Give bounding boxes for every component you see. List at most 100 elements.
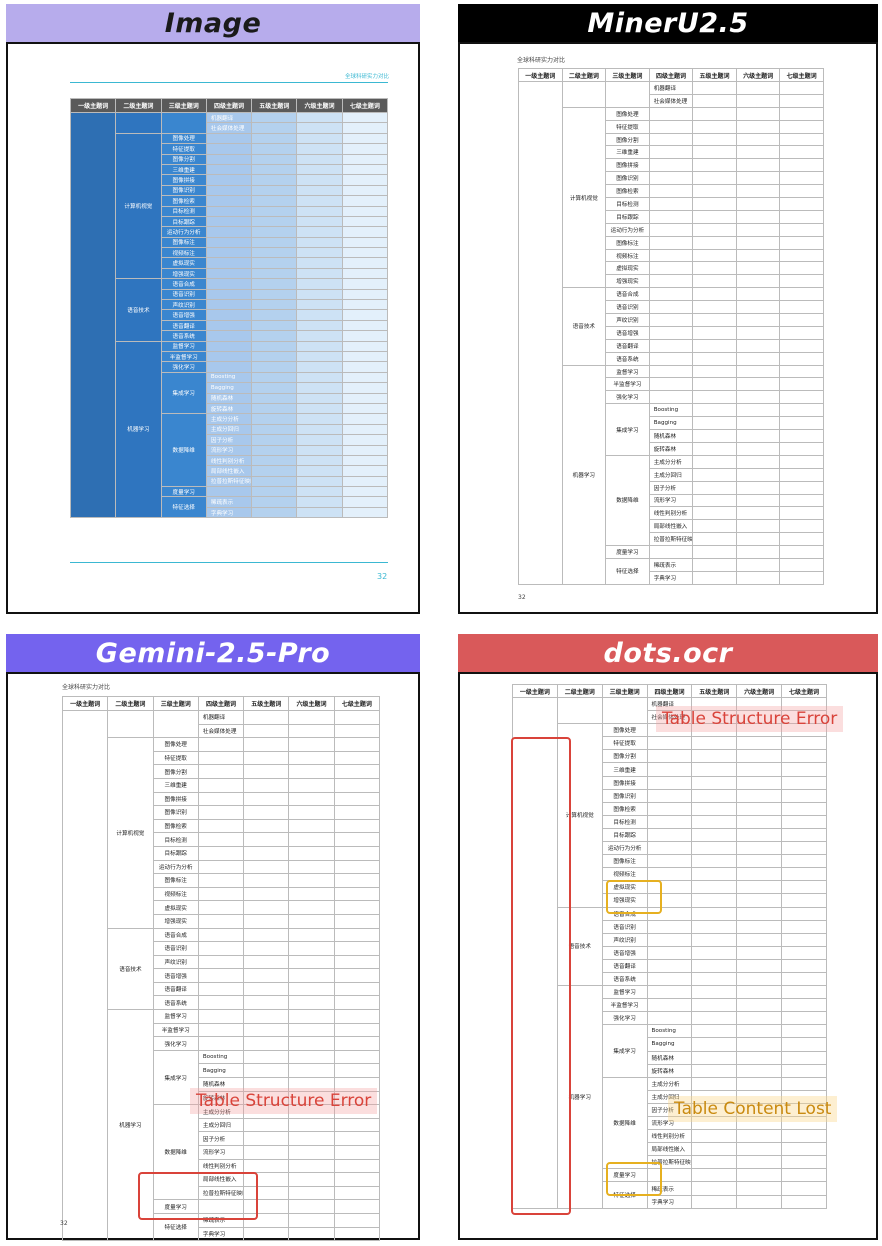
empty-cell — [779, 454, 824, 469]
empty-cell — [296, 413, 343, 425]
table-row: 主成分回归 — [63, 1117, 381, 1133]
empty-cell — [691, 749, 738, 764]
empty-cell — [251, 402, 298, 415]
empty-cell — [333, 1117, 381, 1133]
table-row: 旋转森林 — [519, 441, 824, 456]
level2-cell — [561, 81, 607, 108]
gemini-error-box — [138, 1172, 258, 1220]
level3-cell: 监督学习 — [152, 1009, 199, 1024]
empty-cell — [779, 416, 824, 431]
level4-cell — [197, 941, 245, 956]
column-header: 三级主题词 — [601, 684, 648, 698]
level3-cell: 半监督学习 — [160, 350, 207, 363]
empty-cell — [333, 941, 381, 956]
level3-cell: 半监督学习 — [601, 998, 648, 1013]
table-row: 特征提取 — [71, 143, 389, 155]
empty-cell — [341, 195, 389, 207]
table-row: 线性判别分析 — [519, 506, 824, 521]
empty-cell — [341, 267, 389, 280]
level3-cell: 语音合成 — [152, 927, 199, 943]
empty-cell — [691, 958, 738, 973]
empty-cell — [296, 371, 343, 384]
empty-cell — [692, 248, 737, 263]
level4-cell — [205, 143, 253, 155]
level3-cell: 数据降维 — [601, 1076, 648, 1170]
empty-cell — [692, 506, 737, 521]
level2-cell: 机器学习 — [115, 340, 162, 519]
empty-cell — [288, 1158, 335, 1174]
empty-cell — [288, 1212, 335, 1228]
empty-cell — [296, 454, 343, 467]
empty-cell — [735, 235, 781, 250]
table-row: 语音翻译 — [71, 319, 389, 332]
table-row: 集成学习 Boosting — [71, 371, 389, 415]
empty-cell — [243, 750, 290, 766]
empty-cell — [341, 434, 389, 446]
empty-cell — [341, 486, 389, 498]
empty-cell — [781, 1076, 827, 1091]
empty-cell — [243, 1022, 290, 1038]
level3-cell: 语音增强 — [152, 968, 199, 983]
table-row: 强化学习 — [71, 361, 389, 373]
empty-cell — [781, 1024, 827, 1039]
level4-cell — [646, 1011, 693, 1026]
level3-cell: 监督学习 — [601, 985, 648, 1000]
column-header: 二级主题词 — [107, 696, 154, 711]
empty-cell — [296, 132, 343, 145]
empty-cell — [735, 416, 781, 431]
empty-cell — [691, 1181, 738, 1196]
level3-cell: 度量学习 — [605, 545, 650, 559]
level3-cell: 视频标注 — [601, 867, 648, 882]
empty-cell — [341, 111, 389, 124]
level3-cell: 语音增强 — [605, 325, 650, 340]
empty-cell — [288, 1022, 335, 1038]
empty-cell — [781, 1194, 827, 1209]
level3-cell: 图像识别 — [160, 184, 207, 197]
empty-cell — [341, 299, 389, 311]
level4-cell: Boosting — [197, 1049, 245, 1065]
table-row: 主成分回归 — [519, 467, 824, 482]
level3-cell: 图像拼接 — [605, 158, 650, 173]
level1-cell — [69, 111, 117, 519]
level4-cell — [197, 968, 245, 983]
table-row: 局部线性嵌入 — [513, 1142, 827, 1157]
empty-cell — [341, 184, 389, 197]
empty-cell — [691, 880, 738, 895]
empty-cell — [341, 122, 389, 134]
empty-cell — [692, 145, 737, 160]
level3-cell: 图像处理 — [601, 723, 648, 738]
level3-cell: 虚拟现实 — [605, 261, 650, 276]
level4-cell: 因子分析 — [205, 434, 253, 446]
empty-cell — [735, 403, 781, 418]
column-header: 七级主题词 — [781, 684, 827, 698]
table-row: 图像识别 — [63, 805, 381, 820]
table-row: 因子分析 — [519, 480, 824, 495]
level3-cell: 图像标注 — [152, 873, 199, 888]
empty-cell — [341, 153, 389, 165]
level3-cell: 增强现实 — [160, 267, 207, 280]
empty-cell — [333, 818, 381, 834]
empty-cell — [735, 274, 781, 289]
column-header: 一级主题词 — [518, 68, 563, 82]
empty-cell — [692, 416, 737, 431]
empty-cell — [251, 226, 298, 238]
empty-cell — [288, 1226, 335, 1242]
table-row: 旋转森林 — [71, 402, 389, 415]
level2-cell: 计算机视觉 — [115, 132, 162, 280]
table-row: 目标跟踪 — [519, 209, 824, 224]
empty-cell — [691, 867, 738, 882]
empty-cell — [781, 827, 827, 843]
level4-cell: 线性判别分析 — [648, 506, 694, 521]
table-row: 特征提取 — [513, 736, 827, 751]
empty-cell — [692, 313, 737, 327]
table-row: 增强现实 — [63, 913, 381, 929]
empty-cell — [781, 958, 827, 973]
level4-cell — [646, 827, 693, 843]
level3-cell: 视频标注 — [152, 886, 199, 902]
empty-cell — [341, 205, 389, 217]
empty-cell — [243, 981, 290, 997]
level3-cell: 虚拟现实 — [152, 900, 199, 915]
level4-cell: 稀疏表示 — [205, 496, 253, 508]
level3-cell: 声纹识别 — [152, 954, 199, 970]
empty-cell — [288, 764, 335, 779]
